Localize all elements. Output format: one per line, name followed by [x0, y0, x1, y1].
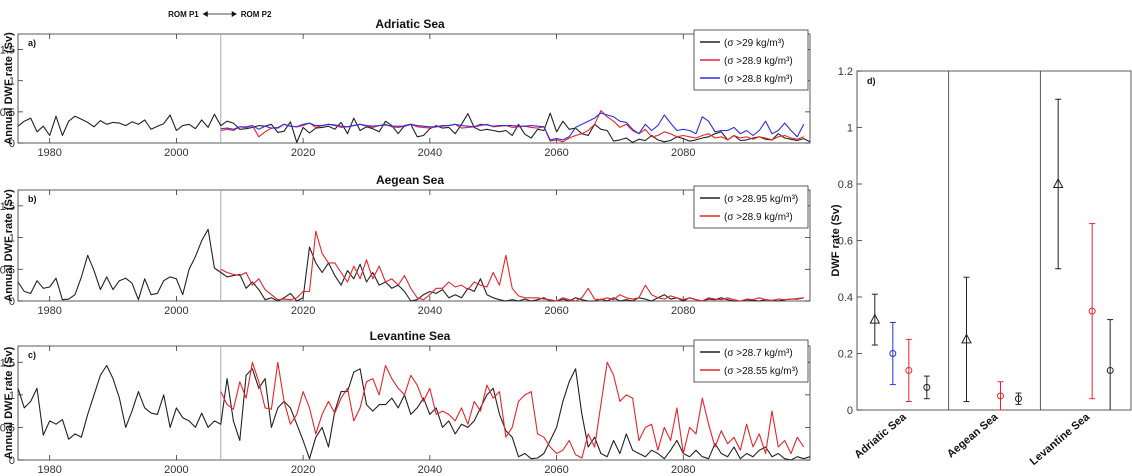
rom-p2-label: ROM P2	[241, 10, 272, 19]
y-tick-label: 0.2	[838, 349, 853, 361]
legend: (σ >28.7 kg/m³) (σ >28.55 kg/m³)	[693, 339, 809, 383]
triangle-marker	[869, 313, 881, 324]
y-tick-label: 0.5	[0, 422, 15, 434]
timeseries-panel-2: 0 0.5 1 1.5 1980 2000 2020 2040 2060 2080 Aegean S…	[0, 173, 811, 317]
y-axis-label: Annual DWF rate (Sv)	[3, 346, 15, 459]
plot-frame	[17, 33, 811, 144]
y-tick-label: 1.5	[0, 201, 15, 213]
x-tick-label: 2080	[671, 464, 695, 476]
triangle-marker	[1052, 177, 1064, 188]
y-tick-label: 1	[9, 76, 15, 88]
panel-title: Adriatic Sea	[375, 17, 445, 31]
legend-label: (σ >28.9 kg/m³)	[724, 212, 793, 223]
x-tick-label: 1980	[37, 305, 61, 317]
rom-arrow-right-head	[231, 11, 237, 17]
panel-letter: a)	[28, 38, 36, 48]
x-tick-label: 2040	[418, 464, 442, 476]
circle-marker	[1015, 395, 1022, 403]
legend-label: (σ >28.95 kg/m³)	[724, 194, 798, 205]
x-tick-label: 1980	[37, 464, 61, 476]
y-tick-label: 0.5	[0, 107, 15, 119]
legend-label: (σ >28.7 kg/m³)	[724, 348, 793, 359]
rom-p1-label: ROM P1	[168, 10, 199, 19]
panel-title: Levantine Sea	[370, 329, 451, 343]
y-axis-label: Annual DWF rate (Sv)	[3, 32, 15, 145]
circle-marker	[889, 350, 897, 357]
rom-period-labels: ROM P1 ROM P2	[168, 10, 272, 19]
x-tick-label: 2060	[544, 147, 568, 159]
y-tick-label: 0.6	[838, 236, 853, 248]
legend: (σ >28.95 kg/m³) (σ >28.9 kg/m³)	[693, 185, 809, 229]
x-tick-label: 2000	[164, 147, 188, 159]
panel-title: Aegean Sea	[376, 173, 444, 187]
y-tick-label: 1.5	[0, 357, 15, 369]
panel-letter: c)	[28, 350, 36, 360]
timeseries-panel-1: 0 0.5 1 1.5 1980 2000 2020 2040 2060 2080 Adriatic…	[0, 17, 811, 159]
x-tick-label: 2080	[671, 147, 695, 159]
y-tick-label: 0.4	[838, 292, 853, 304]
category-label: Aegean Sea	[945, 411, 1001, 461]
series-line-black	[17, 228, 804, 302]
y-tick-label: 1.5	[0, 45, 15, 57]
series-line-red	[220, 361, 805, 459]
x-tick-label: 2040	[418, 147, 442, 159]
x-tick-label: 2020	[291, 147, 315, 159]
series-line-red	[220, 230, 804, 302]
legend: (σ >29 kg/m³) (σ >28.9 kg/m³) (σ >28.8 kg/…	[693, 29, 809, 91]
legend-label: (σ >28.55 kg/m³)	[724, 366, 798, 377]
y-tick-label: 0	[9, 455, 15, 467]
circle-marker	[997, 392, 1004, 400]
y-tick-label: 0	[9, 138, 15, 150]
circle-marker	[1088, 307, 1096, 315]
x-tick-label: 2020	[291, 305, 315, 317]
panel-letter: d)	[867, 76, 876, 86]
y-tick-label: 1	[9, 390, 15, 402]
x-tick-label: 2020	[291, 464, 315, 476]
category-label: Levantine Sea	[1028, 411, 1093, 468]
series-line-blue	[220, 112, 805, 141]
y-tick-label: 0	[847, 405, 853, 417]
rom-arrow-left-head	[202, 11, 208, 17]
panel-letter: b)	[28, 194, 37, 204]
category-label: Adriatic Sea	[852, 411, 909, 462]
plot-frame	[856, 70, 1132, 411]
legend-box	[693, 185, 809, 229]
y-axis-label: Annual DWF rate (Sv)	[3, 189, 15, 302]
plot-frame	[17, 345, 811, 461]
y-tick-label: 0.5	[0, 264, 15, 276]
x-tick-label: 2000	[164, 305, 188, 317]
y-tick-label: 1.2	[838, 66, 853, 78]
plot-frame	[17, 189, 811, 302]
x-tick-label: 2060	[544, 464, 568, 476]
y-tick-label: 0.8	[838, 179, 853, 191]
series-line-black	[17, 364, 811, 461]
x-tick-label: 2060	[544, 305, 568, 317]
errorbar-panel: 0 0.2 0.4 0.6 0.8 1 1.2 DWF rate (Sv) d) Adriatic…	[830, 66, 1132, 468]
circle-marker	[1106, 366, 1114, 374]
x-tick-label: 2080	[671, 305, 695, 317]
x-tick-label: 2040	[418, 305, 442, 317]
series-line-red	[220, 110, 804, 143]
circle-marker	[923, 383, 931, 391]
legend-box	[693, 339, 809, 383]
triangle-marker	[961, 333, 972, 344]
legend-label: (σ >28.8 kg/m³)	[724, 74, 793, 85]
x-tick-label: 2000	[164, 464, 188, 476]
legend-label: (σ >29 kg/m³)	[724, 38, 784, 49]
legend-label: (σ >28.9 kg/m³)	[724, 56, 793, 67]
y-tick-label: 1	[9, 233, 15, 245]
y-axis-label: DWF rate (Sv)	[830, 204, 842, 276]
y-tick-label: 1	[847, 123, 853, 135]
circle-marker	[905, 366, 913, 374]
x-tick-label: 1980	[37, 147, 61, 159]
y-tick-label: 0	[9, 296, 15, 308]
timeseries-panel-3: 0 0.5 1 1.5 1980 2000 2020 2040 2060 2080 Levantin…	[0, 329, 811, 476]
